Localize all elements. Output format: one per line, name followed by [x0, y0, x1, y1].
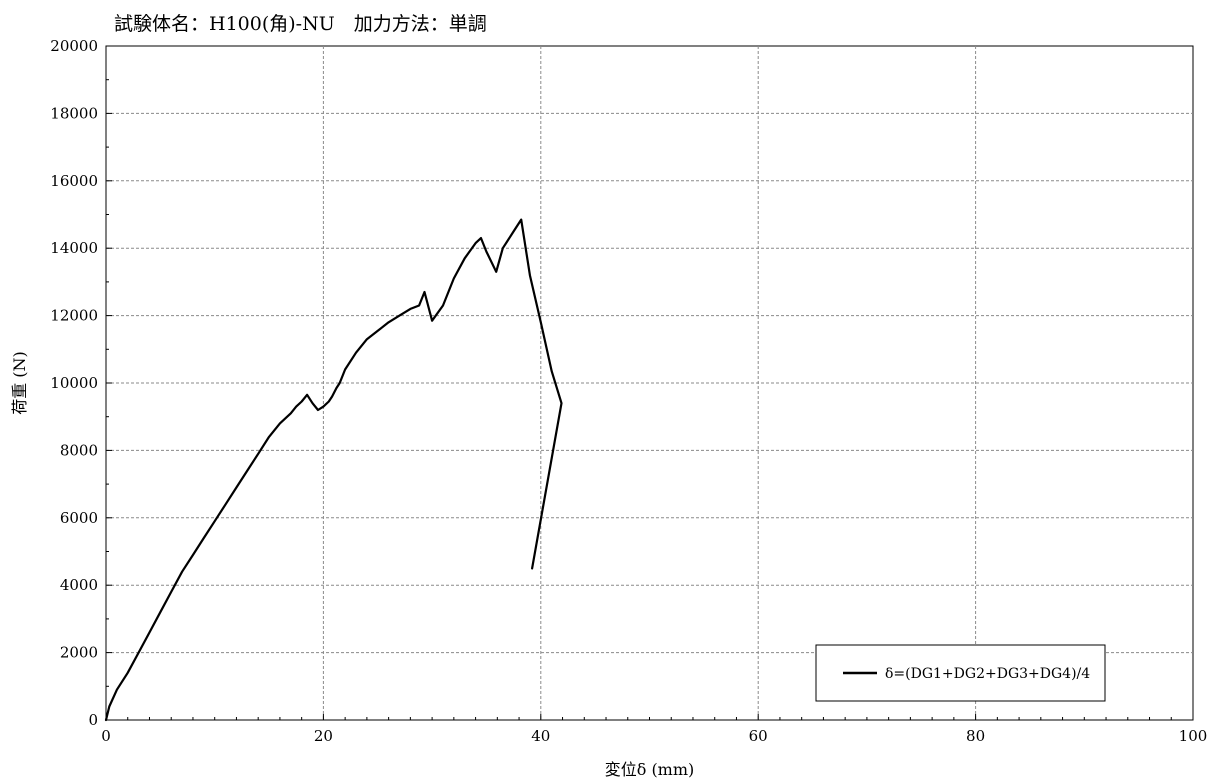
series-line: [104, 218, 563, 722]
plot-area: [105, 45, 1194, 721]
y-tick-label: 18000: [50, 104, 98, 122]
legend-entry-label: δ=(DG1+DG2+DG3+DG4)/4: [885, 666, 1090, 682]
y-tick-label: 14000: [50, 239, 98, 257]
x-tick-label: 80: [966, 727, 985, 745]
y-tick-label: 2000: [60, 644, 98, 662]
y-axis-label: 荷重 (N): [10, 351, 29, 415]
x-axis-tick-labels: 0 20 40 60 80 100: [101, 727, 1207, 745]
x-axis-label: 変位δ (mm): [605, 760, 695, 779]
y-tick-label: 12000: [50, 307, 98, 325]
series-group: [104, 218, 563, 722]
chart-title: 試験体名：H100(角)-NU 加力方法：単調: [114, 13, 487, 35]
grid-lines: [106, 46, 1193, 720]
y-tick-label: 4000: [60, 576, 98, 594]
y-tick-label: 20000: [50, 37, 98, 55]
x-tick-label: 0: [101, 727, 111, 745]
x-tick-label: 60: [749, 727, 768, 745]
y-axis-tick-labels: 0 2000 4000 6000 8000 10000 12000 14000 16000 180…: [50, 37, 98, 729]
y-tick-label: 6000: [60, 509, 98, 527]
y-tick-label: 8000: [60, 441, 98, 459]
y-tick-label: 0: [88, 711, 98, 729]
axis-ticks: [105, 45, 1194, 721]
x-tick-label: 40: [531, 727, 550, 745]
x-tick-label: 20: [314, 727, 333, 745]
y-tick-label: 16000: [50, 172, 98, 190]
y-tick-label: 10000: [50, 374, 98, 392]
legend: δ=(DG1+DG2+DG3+DG4)/4: [815, 644, 1106, 702]
x-tick-label: 100: [1179, 727, 1208, 745]
